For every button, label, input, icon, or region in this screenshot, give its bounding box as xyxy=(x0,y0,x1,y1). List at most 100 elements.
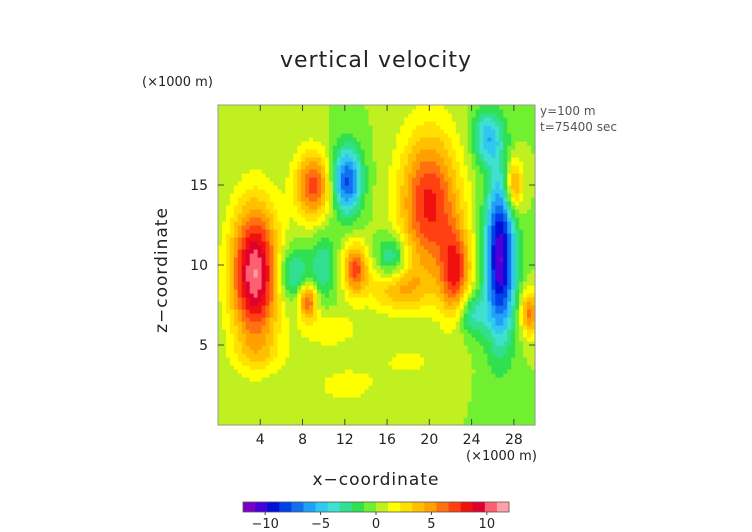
heatmap-cell xyxy=(340,385,346,390)
heatmap-cell xyxy=(435,297,441,302)
heatmap-cell xyxy=(400,137,405,142)
heatmap-cell xyxy=(388,165,393,170)
heatmap-cell xyxy=(269,229,275,234)
heatmap-cell xyxy=(229,189,235,194)
heatmap-cell xyxy=(328,381,334,386)
heatmap-cell xyxy=(261,125,267,130)
heatmap-cell xyxy=(408,189,413,194)
heatmap-cell xyxy=(388,397,393,402)
heatmap-cell xyxy=(428,417,433,422)
heatmap-cell xyxy=(313,185,318,190)
heatmap-cell xyxy=(321,405,326,410)
heatmap-cell xyxy=(356,345,362,350)
heatmap-cell xyxy=(428,217,433,222)
heatmap-cell xyxy=(229,337,235,342)
heatmap-cell xyxy=(459,161,465,166)
heatmap-cell xyxy=(245,249,251,254)
heatmap-cell xyxy=(328,265,334,270)
heatmap-cell xyxy=(277,405,282,410)
heatmap-cell xyxy=(281,341,286,346)
heatmap-cell xyxy=(424,169,429,174)
heatmap-cell xyxy=(237,153,243,158)
heatmap-cell xyxy=(459,289,465,294)
heatmap-cell xyxy=(435,353,441,358)
heatmap-cell xyxy=(439,337,445,342)
heatmap-cell xyxy=(313,285,318,290)
heatmap-cell xyxy=(305,229,310,234)
heatmap-cell xyxy=(451,161,457,166)
heatmap-cell xyxy=(241,133,247,138)
heatmap-cell xyxy=(301,277,306,282)
heatmap-cell xyxy=(237,329,243,334)
heatmap-cell xyxy=(360,153,366,158)
heatmap-cell xyxy=(328,213,334,218)
heatmap-cell xyxy=(435,213,441,218)
heatmap-cell xyxy=(360,309,366,314)
heatmap-cell xyxy=(237,217,243,222)
heatmap-cell xyxy=(380,397,386,402)
heatmap-cell xyxy=(328,357,334,362)
heatmap-cell xyxy=(317,349,322,354)
heatmap-cell xyxy=(388,389,393,394)
heatmap-cell xyxy=(324,169,330,174)
heatmap-cell xyxy=(455,113,461,118)
heatmap-cell xyxy=(241,289,247,294)
heatmap-cell xyxy=(447,345,453,350)
heatmap-cell xyxy=(344,309,350,314)
heatmap-cell xyxy=(428,257,433,262)
heatmap-cell xyxy=(443,325,449,330)
heatmap-cell xyxy=(305,301,310,306)
heatmap-cell xyxy=(218,197,223,202)
heatmap-cell xyxy=(447,249,453,254)
heatmap-cell xyxy=(384,365,389,370)
heatmap-cell xyxy=(253,257,259,262)
heatmap-cell xyxy=(321,397,326,402)
heatmap-cell xyxy=(241,193,247,198)
heatmap-cell xyxy=(285,381,290,386)
heatmap-cell xyxy=(249,305,255,310)
heatmap-cell xyxy=(277,293,282,298)
heatmap-cell xyxy=(420,249,425,254)
heatmap-cell xyxy=(301,185,306,190)
heatmap-cell xyxy=(241,409,247,414)
heatmap-cell xyxy=(245,145,251,150)
heatmap-cell xyxy=(459,257,465,262)
heatmap-cell xyxy=(368,189,374,194)
heatmap-cell xyxy=(376,249,382,254)
heatmap-cell xyxy=(269,157,275,162)
heatmap-cell xyxy=(340,341,346,346)
heatmap-cell xyxy=(328,337,334,342)
heatmap-cell xyxy=(352,257,358,262)
heatmap-cell xyxy=(261,169,267,174)
heatmap-cell xyxy=(447,273,453,278)
heatmap-cell xyxy=(289,225,294,230)
heatmap-cell xyxy=(428,141,433,146)
heatmap-cell xyxy=(317,273,322,278)
heatmap-cell xyxy=(221,113,227,118)
heatmap-cell xyxy=(392,213,397,218)
heatmap-cell xyxy=(439,293,445,298)
heatmap-cell xyxy=(285,221,290,226)
heatmap-cell xyxy=(317,225,322,230)
heatmap-cell xyxy=(447,285,453,290)
heatmap-cell xyxy=(455,393,461,398)
heatmap-cell xyxy=(340,105,346,110)
heatmap-cell xyxy=(336,193,342,198)
heatmap-cell xyxy=(229,213,235,218)
heatmap-cell xyxy=(400,345,405,350)
heatmap-cell xyxy=(431,149,437,154)
heatmap-cell xyxy=(309,365,314,370)
heatmap-cell xyxy=(368,353,374,358)
heatmap-cell xyxy=(237,277,243,282)
heatmap-cell xyxy=(328,285,334,290)
heatmap-cell xyxy=(265,205,271,210)
heatmap-cell xyxy=(412,241,417,246)
heatmap-cell xyxy=(424,193,429,198)
heatmap-cell xyxy=(340,201,346,206)
heatmap-cell xyxy=(376,145,382,150)
heatmap-cell xyxy=(352,169,358,174)
heatmap-cell xyxy=(416,349,421,354)
heatmap-cell xyxy=(332,405,338,410)
heatmap-cell xyxy=(428,137,433,142)
heatmap-cell xyxy=(416,321,421,326)
